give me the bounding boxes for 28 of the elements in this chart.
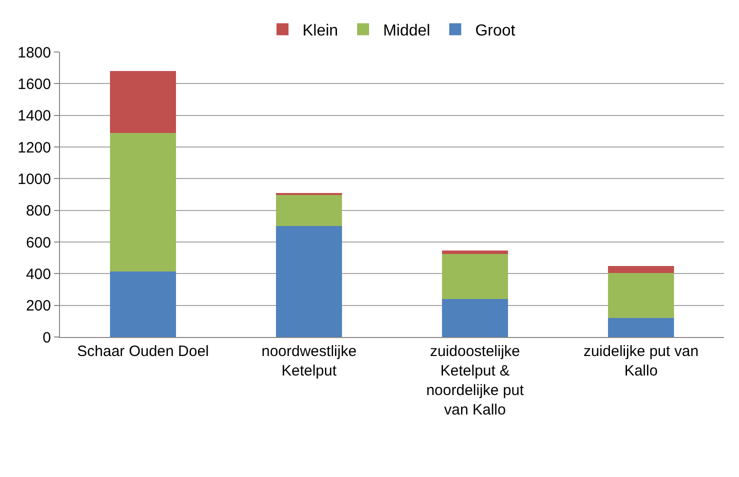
y-tick-label: 1200: [18, 139, 51, 156]
legend-label: Groot: [475, 22, 516, 40]
bar: [608, 272, 674, 318]
bar: [608, 266, 674, 273]
y-tick-label: 1600: [18, 76, 51, 93]
bar: [608, 318, 674, 337]
bar: [276, 226, 342, 337]
y-tick-label: 800: [26, 202, 51, 220]
x-tick-label: zuidoostelijke Ketelput & noordelijke put van Kallo: [426, 343, 525, 418]
x-tick-label: Schaar Ouden Doel: [77, 343, 209, 360]
y-tick-label: 0: [42, 329, 51, 346]
bar: [442, 250, 508, 254]
y-tick-label: 600: [26, 234, 51, 252]
bar: [276, 194, 342, 226]
y-tick-label: 1800: [18, 44, 51, 62]
bar: [110, 132, 176, 272]
bar: [110, 71, 176, 133]
bar: [110, 271, 176, 337]
bar: [442, 299, 508, 337]
y-tick-label: 1400: [18, 108, 51, 125]
legend-label: Klein: [302, 22, 338, 40]
x-tick-label: zuidelijke put van Kallo: [583, 343, 699, 380]
y-tick-label: 400: [26, 266, 51, 283]
x-tick-label: noordwestlijke Ketelput: [261, 343, 357, 380]
y-tick-label: 200: [26, 298, 51, 315]
bar: [442, 254, 508, 299]
y-tick-label: 1000: [18, 170, 51, 188]
legend-label: Middel: [383, 22, 430, 40]
